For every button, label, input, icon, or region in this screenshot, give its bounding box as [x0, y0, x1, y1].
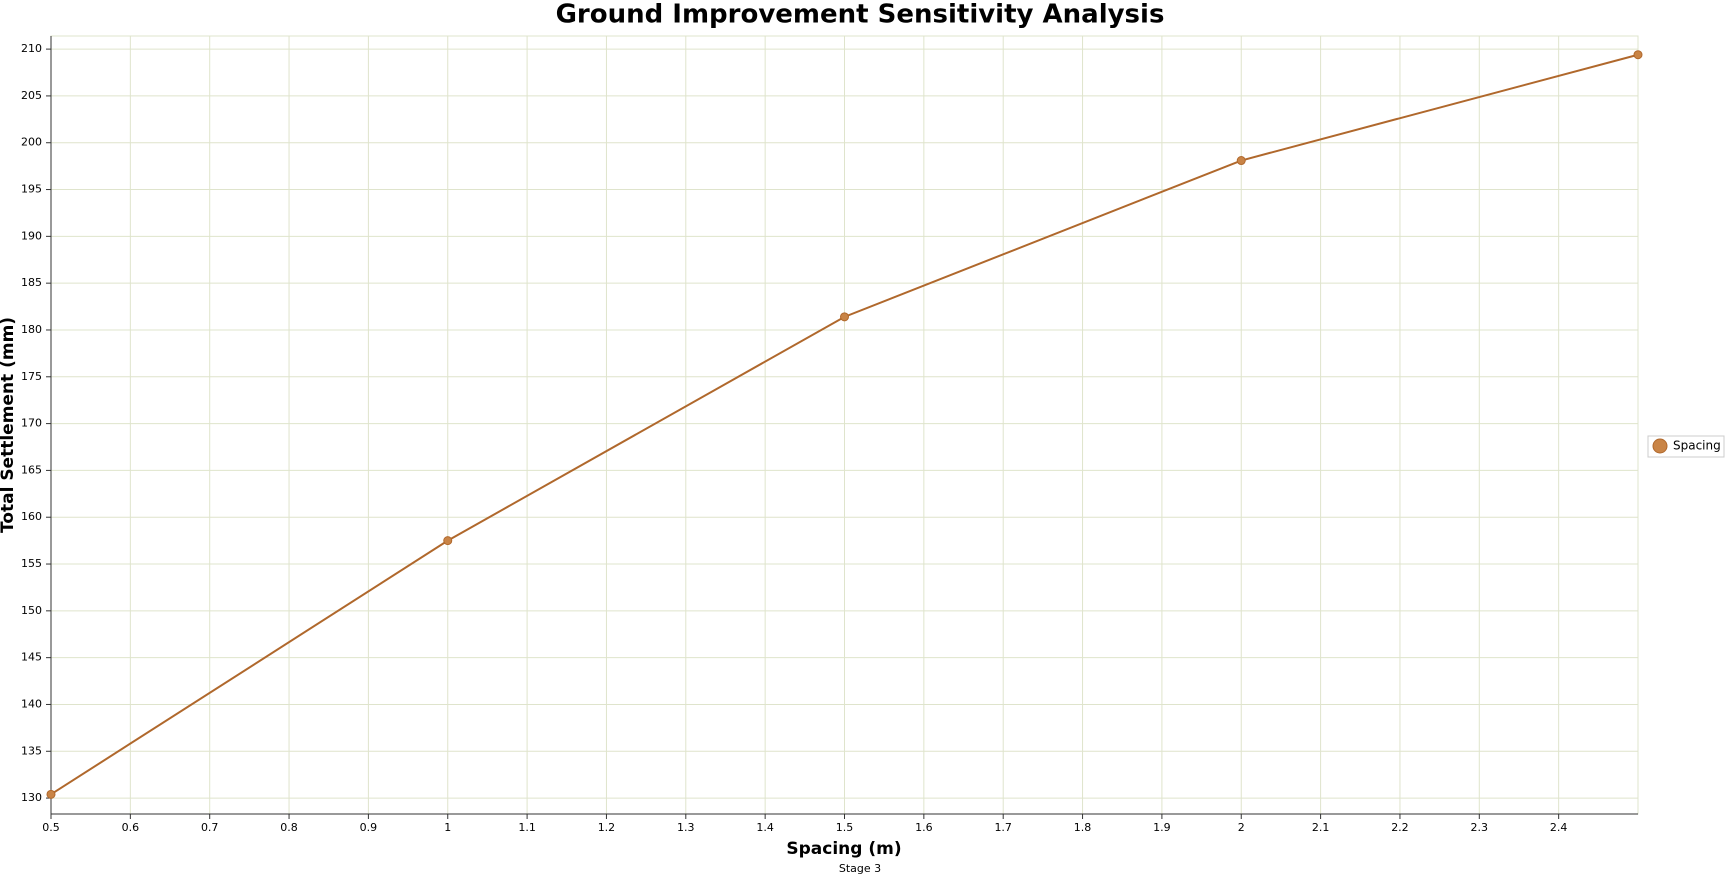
y-tick-label: 130 — [21, 791, 42, 804]
x-tick-label: 0.9 — [360, 821, 378, 834]
y-tick-label: 200 — [21, 136, 42, 149]
x-tick-label: 1 — [444, 821, 451, 834]
data-point — [46, 789, 56, 799]
y-axis-label: Total Settlement (mm) — [0, 317, 18, 533]
legend — [1647, 435, 1725, 458]
x-tick-label: 1.4 — [756, 821, 774, 834]
y-tick-label: 190 — [21, 229, 42, 242]
chart-title: Ground Improvement Sensitivity Analysis — [556, 0, 1165, 30]
x-tick-label: 2.1 — [1312, 821, 1330, 834]
x-tick-label: 1.6 — [915, 821, 933, 834]
x-tick-label: 1.3 — [677, 821, 695, 834]
data-point — [1633, 50, 1643, 60]
y-tick-label: 140 — [21, 697, 42, 710]
data-point — [840, 312, 849, 322]
x-tick-label: 1.7 — [994, 821, 1012, 834]
x-tick-label: 2 — [1238, 821, 1245, 834]
y-tick-label: 180 — [21, 323, 42, 336]
x-tick-label: 0.8 — [280, 821, 298, 834]
legend-box — [1647, 435, 1725, 458]
x-tick-label: 1.9 — [1153, 821, 1171, 834]
x-tick-label: 0.5 — [42, 821, 60, 834]
y-tick-label: 170 — [21, 417, 42, 430]
y-tick-label: 175 — [21, 370, 42, 383]
data-point — [1236, 156, 1246, 166]
y-tick-label: 135 — [21, 744, 42, 757]
x-tick-label: 1.1 — [518, 821, 536, 834]
legend-marker — [1652, 438, 1668, 454]
x-tick-label: 0.7 — [201, 821, 219, 834]
data-point — [443, 536, 453, 546]
x-axis-label: Spacing (m) — [786, 839, 901, 859]
subtitle: Stage 3 — [839, 862, 881, 875]
x-tick-label: 2.4 — [1550, 821, 1568, 834]
y-tick-label: 160 — [21, 510, 42, 523]
y-tick-label: 150 — [21, 604, 42, 617]
x-tick-label: 0.6 — [122, 821, 140, 834]
legend-label: Spacing — [1673, 439, 1721, 453]
x-tick-label: 1.2 — [598, 821, 616, 834]
x-tick-label: 1.5 — [836, 821, 854, 834]
x-tick-label: 1.8 — [1074, 821, 1092, 834]
x-tick-label: 2.2 — [1391, 821, 1409, 834]
x-tick-label: 2.3 — [1471, 821, 1489, 834]
y-tick-label: 165 — [21, 463, 42, 476]
y-tick-label: 210 — [21, 42, 42, 55]
y-tick-label: 205 — [21, 89, 42, 102]
y-tick-label: 145 — [21, 651, 42, 664]
y-tick-label: 195 — [21, 183, 42, 196]
y-tick-label: 155 — [21, 557, 42, 570]
y-tick-label: 185 — [21, 276, 42, 289]
